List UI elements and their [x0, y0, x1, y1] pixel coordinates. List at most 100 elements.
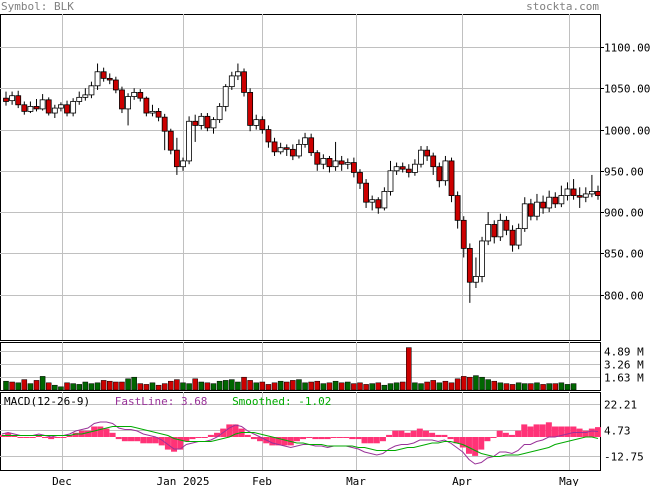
- volume-bar: [296, 379, 302, 391]
- macd-histogram-bar: [404, 432, 411, 437]
- volume-bar: [387, 383, 394, 391]
- macd-histogram-bar: [490, 437, 497, 438]
- volume-tick-label: 4.89 M: [604, 346, 644, 359]
- macd-histogram-bar: [201, 437, 208, 438]
- macd-histogram-bar: [373, 437, 380, 444]
- candle-body: [33, 106, 40, 110]
- volume-bar: [357, 382, 363, 391]
- candle-body: [296, 143, 302, 157]
- candle-body: [173, 149, 180, 168]
- macd-histogram-bar: [459, 437, 466, 448]
- volume-bar: [290, 380, 296, 391]
- candle-body: [381, 191, 388, 209]
- candle-body: [576, 195, 583, 198]
- candle-body: [143, 97, 150, 114]
- candle-body: [198, 115, 205, 126]
- volume-bar: [283, 381, 290, 391]
- price-tick-label: 950.00: [604, 166, 644, 179]
- volume-bar: [21, 379, 28, 391]
- macd-histogram-bar: [416, 428, 423, 437]
- macd-histogram-bar: [496, 430, 503, 437]
- volume-bar: [570, 383, 577, 391]
- candle-body: [466, 247, 473, 283]
- x-tick-label: Dec: [52, 475, 72, 486]
- candle-body: [302, 137, 308, 145]
- macd-histogram-bar: [588, 428, 595, 437]
- volume-bar: [393, 382, 400, 391]
- macd-fast-label: FastLine: 3.68: [114, 395, 208, 408]
- macd-histogram-bar: [48, 437, 55, 440]
- candle-body: [540, 201, 546, 209]
- macd-histogram-bar: [195, 437, 202, 438]
- candle-body: [326, 158, 333, 168]
- candle-body: [595, 191, 601, 196]
- volume-bar: [522, 383, 528, 391]
- volume-bar: [155, 384, 162, 391]
- macd-histogram-bar: [257, 437, 264, 442]
- candle-body: [15, 95, 22, 106]
- volume-bar: [509, 384, 516, 391]
- macd-tick-label: 22.21: [604, 399, 637, 412]
- candle-body: [393, 166, 400, 172]
- volume-bar: [302, 382, 308, 391]
- volume-bar: [375, 382, 382, 391]
- candle-body: [3, 97, 9, 102]
- volume-bar: [320, 383, 327, 391]
- macd-histogram-bar: [318, 437, 325, 440]
- candle-body: [241, 71, 247, 93]
- candle-body: [155, 110, 162, 118]
- macd-histogram-bar: [361, 437, 368, 444]
- candle-body: [235, 71, 241, 77]
- macd-histogram-bar: [429, 432, 436, 437]
- macd-histogram-bar: [422, 430, 429, 437]
- candle-body: [527, 203, 534, 217]
- volume-bar: [125, 378, 131, 391]
- candle-body: [558, 195, 565, 205]
- volume-tick-label: 3.26 M: [604, 359, 644, 372]
- macd-histogram-bar: [115, 437, 122, 440]
- volume-bar: [186, 383, 192, 391]
- price-tick-label: 1000.00: [604, 125, 650, 138]
- candle-body: [497, 219, 504, 238]
- volume-bar: [119, 381, 125, 391]
- candle-body: [338, 160, 345, 165]
- macd-histogram-bar: [275, 437, 282, 446]
- macd-histogram-bar: [595, 427, 601, 437]
- candle-body: [289, 148, 296, 157]
- macd-histogram-bar: [60, 437, 67, 438]
- candle-body: [271, 141, 278, 153]
- candle-body: [521, 203, 528, 229]
- volume-bar: [515, 382, 522, 391]
- macd-histogram-bar: [386, 434, 393, 437]
- macd-histogram-bar: [146, 437, 153, 444]
- macd-histogram-bar: [281, 437, 288, 446]
- candle-body: [58, 104, 64, 109]
- price-tick-label: 850.00: [604, 248, 644, 261]
- volume-bar: [143, 384, 150, 391]
- candle-body: [534, 201, 540, 217]
- candle-body: [186, 120, 192, 162]
- macd-histogram-bar: [545, 422, 552, 437]
- volume-bar: [58, 386, 64, 391]
- macd-histogram-bar: [244, 434, 251, 437]
- macd-histogram-bar: [207, 434, 214, 437]
- candle-body: [247, 92, 254, 126]
- macd-histogram-bar: [232, 424, 239, 437]
- volume-bar: [45, 382, 52, 391]
- volume-bar: [222, 380, 229, 391]
- volume-bar: [39, 376, 46, 391]
- macd-histogram-bar: [189, 437, 196, 440]
- volume-bar: [351, 383, 357, 391]
- volume-tick-label: 1.63 M: [604, 372, 644, 385]
- macd-histogram-bar: [23, 437, 30, 438]
- candle-body: [357, 172, 363, 184]
- volume-bar: [485, 379, 491, 391]
- x-tick-label: May: [559, 475, 579, 486]
- candle-body: [515, 228, 522, 246]
- volume-bar: [259, 381, 266, 391]
- x-tick-label: Mar: [346, 475, 366, 486]
- candle-body: [283, 147, 290, 150]
- volume-bar: [497, 382, 504, 391]
- volume-bar: [241, 376, 247, 391]
